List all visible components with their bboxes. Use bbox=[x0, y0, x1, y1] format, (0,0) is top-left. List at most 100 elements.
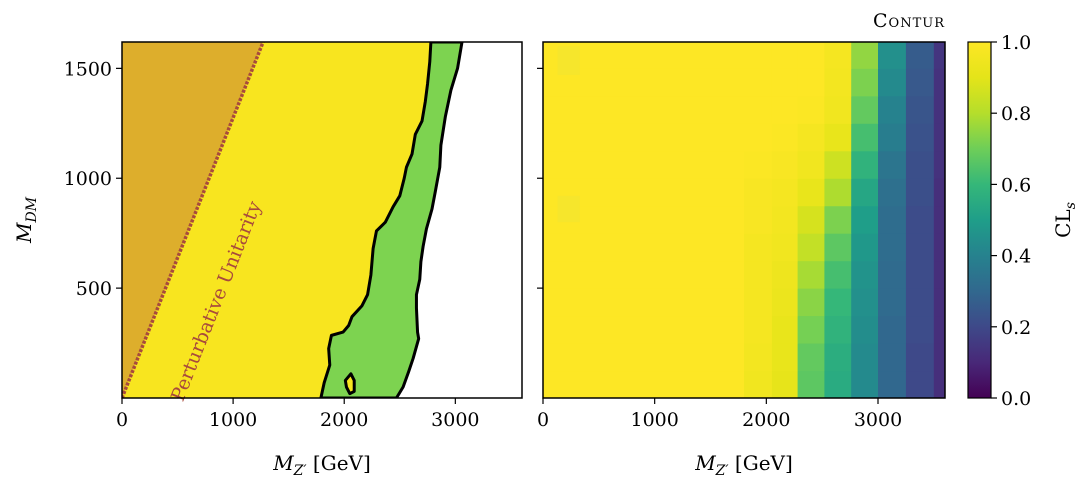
heatmap-cell bbox=[933, 68, 945, 97]
heatmap-cell bbox=[851, 123, 879, 152]
heatmap-cell bbox=[878, 370, 907, 398]
colorbar-tick-label: 0.6 bbox=[1001, 174, 1031, 196]
heatmap-cell bbox=[797, 288, 825, 317]
heatmap-cell bbox=[824, 260, 852, 289]
right-panel: 0 1000 2000 3000 MZ′ [GeV] bbox=[537, 41, 946, 479]
heatmap-cell bbox=[851, 178, 879, 207]
heatmap-cell bbox=[744, 178, 773, 207]
colorbar-tick-label: 0.4 bbox=[1001, 246, 1031, 268]
heatmap-cell bbox=[905, 370, 935, 398]
heatmap-cell bbox=[878, 178, 907, 207]
heatmap-cell bbox=[744, 150, 773, 179]
heatmap-cell bbox=[933, 123, 945, 152]
heatmap-cell bbox=[824, 178, 852, 207]
heatmap-cell bbox=[771, 42, 799, 69]
heatmap-cell bbox=[851, 205, 879, 234]
heatmap-cell bbox=[905, 178, 935, 207]
heatmap-cell bbox=[824, 150, 852, 179]
heatmap-cell bbox=[543, 123, 745, 152]
colorbar-label: CLs bbox=[1051, 202, 1079, 238]
heatmap-cell bbox=[933, 288, 945, 317]
heatmap-cell bbox=[797, 68, 825, 97]
heatmap-cell bbox=[851, 343, 879, 372]
heatmap-cell bbox=[771, 260, 799, 289]
heatmap-cell bbox=[744, 260, 773, 289]
exclusion-contour-95 bbox=[319, 42, 464, 398]
perturbative-unitarity-line bbox=[122, 42, 265, 398]
x-tick-label: 0 bbox=[116, 409, 128, 431]
heatmap-cell bbox=[771, 233, 799, 262]
heatmap-cell bbox=[824, 315, 852, 344]
left-panel: Perturbative Unitarity 0 1000 2000 3000 500… bbox=[12, 41, 523, 479]
heatmap-cell bbox=[797, 150, 825, 179]
right-y-axis bbox=[537, 67, 543, 289]
heatmap-cell bbox=[933, 42, 945, 69]
colorbar-gradient bbox=[968, 42, 991, 398]
heatmap-cell bbox=[878, 205, 907, 234]
y-tick-label: 1000 bbox=[64, 168, 112, 190]
heatmap-cell bbox=[905, 343, 935, 372]
heatmap-cell bbox=[933, 343, 945, 372]
heatmap-cell bbox=[851, 233, 879, 262]
heatmap-cell bbox=[905, 150, 935, 179]
heatmap-cell bbox=[543, 315, 745, 344]
heatmap-cell bbox=[797, 343, 825, 372]
heatmap-cell bbox=[824, 205, 852, 234]
heatmap-cell bbox=[797, 178, 825, 207]
heatmap-cell bbox=[543, 233, 745, 262]
heatmap-cell bbox=[878, 42, 907, 69]
heatmap-cell bbox=[905, 233, 935, 262]
heatmap-cell bbox=[933, 260, 945, 289]
heatmap-cell bbox=[771, 150, 799, 179]
heatmap-cell bbox=[771, 178, 799, 207]
heatmap-cell bbox=[933, 150, 945, 179]
heatmap-cell bbox=[824, 68, 852, 97]
x-tick-label: 2000 bbox=[320, 409, 368, 431]
heatmap-cell bbox=[824, 123, 852, 152]
heatmap-cell bbox=[905, 260, 935, 289]
x-tick-label: 2000 bbox=[742, 409, 790, 431]
colorbar-ticks: 0.0 0.2 0.4 0.6 0.8 1.0 bbox=[991, 32, 1031, 410]
heatmap-cell bbox=[878, 288, 907, 317]
heatmap-cell bbox=[543, 288, 745, 317]
heatmap-cell bbox=[771, 68, 799, 97]
excluded-68-region bbox=[320, 42, 462, 398]
left-y-axis: 500 1000 1500 bbox=[64, 58, 122, 300]
heatmap-cell bbox=[851, 150, 879, 179]
heatmap-cell bbox=[878, 95, 907, 124]
heatmap-cell bbox=[933, 315, 945, 344]
heatmap-cell bbox=[543, 150, 745, 179]
heatmap-cell bbox=[878, 233, 907, 262]
heatmap-cell bbox=[905, 123, 935, 152]
heatmap-cell bbox=[543, 260, 745, 289]
heatmap-cell bbox=[905, 95, 935, 124]
heatmap-cell bbox=[851, 288, 879, 317]
heatmap-cell bbox=[744, 343, 773, 372]
colorbar: 0.0 0.2 0.4 0.6 0.8 1.0 CLs bbox=[967, 32, 1079, 410]
right-plot-frame bbox=[542, 41, 946, 399]
heatmap-cell bbox=[933, 95, 945, 124]
heatmap-cell bbox=[797, 315, 825, 344]
brand-logo-text: Contur bbox=[873, 10, 945, 32]
heatmap-cell bbox=[824, 233, 852, 262]
y-tick-label: 1500 bbox=[64, 58, 112, 80]
heatmap-cell bbox=[878, 68, 907, 97]
heatmap-cell bbox=[933, 205, 945, 234]
heatmap-cell bbox=[878, 315, 907, 344]
right-x-axis-label: MZ′ [GeV] bbox=[694, 451, 793, 479]
heatmap-cell bbox=[905, 68, 935, 97]
x-tick-label: 3000 bbox=[431, 409, 479, 431]
heatmap-cell bbox=[933, 178, 945, 207]
heatmap-cell bbox=[905, 205, 935, 234]
heatmap-cell bbox=[744, 68, 773, 97]
heatmap-cell bbox=[543, 343, 745, 372]
heatmap-cell bbox=[797, 42, 825, 69]
heatmap-cell bbox=[771, 205, 799, 234]
heatmap-cell bbox=[744, 205, 773, 234]
heatmap-cell bbox=[797, 205, 825, 234]
left-plot-frame bbox=[121, 41, 523, 399]
heatmap-cell bbox=[824, 370, 852, 398]
heatmap-cell bbox=[824, 42, 852, 69]
heatmap-cell bbox=[744, 123, 773, 152]
